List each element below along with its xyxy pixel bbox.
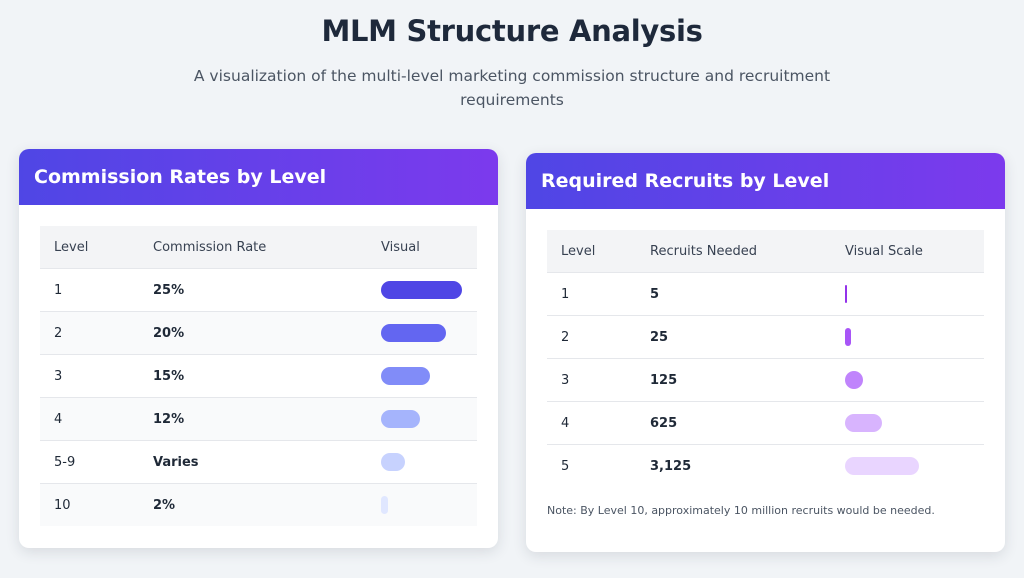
header-visual-scale: Visual Scale: [845, 243, 923, 259]
level-cell: 2: [561, 329, 570, 345]
table-row: 3 15%: [40, 354, 477, 397]
level-cell: 10: [54, 497, 71, 513]
table-row: 4 625: [547, 401, 984, 444]
page-title: MLM Structure Analysis: [321, 14, 703, 48]
table-row: 10 2%: [40, 483, 477, 526]
table-header: Level Commission Rate Visual: [40, 226, 477, 268]
recruits-needed-cell: 3,125: [650, 458, 692, 474]
commission-visual-bar: [381, 367, 430, 385]
recruits-table: Level Recruits Needed Visual Scale 1 5 2 25…: [547, 230, 984, 487]
commission-rate-cell: 15%: [153, 368, 185, 384]
commission-rate-cell: 2%: [153, 497, 176, 513]
table-row: 2 20%: [40, 311, 477, 354]
recruits-note: Note: By Level 10, approximately 10 mill…: [547, 504, 935, 517]
header-commission-rate: Commission Rate: [153, 239, 267, 255]
commission-visual-bar: [381, 324, 446, 342]
header-level: Level: [561, 243, 596, 259]
level-cell: 5: [561, 458, 570, 474]
header-recruits-needed: Recruits Needed: [650, 243, 758, 259]
commission-visual-bar: [381, 281, 462, 299]
commission-visual-bar: [381, 496, 388, 514]
level-cell: 1: [54, 282, 63, 298]
recruits-needed-cell: 125: [650, 372, 678, 388]
table-row: 5-9 Varies: [40, 440, 477, 483]
table-row: 5 3,125: [547, 444, 984, 487]
recruits-visual-scale: [845, 457, 919, 475]
recruits-needed-cell: 25: [650, 329, 669, 345]
table-row: 1 25%: [40, 268, 477, 311]
level-cell: 4: [54, 411, 63, 427]
level-cell: 1: [561, 286, 570, 302]
commission-rates-card: Commission Rates by Level Level Commissi…: [19, 149, 498, 548]
commission-visual-bar: [381, 453, 405, 471]
recruits-visual-scale: [845, 328, 851, 346]
header-level: Level: [54, 239, 89, 255]
recruits-needed-cell: 5: [650, 286, 660, 302]
level-cell: 3: [54, 368, 63, 384]
table-header: Level Recruits Needed Visual Scale: [547, 230, 984, 272]
page-subtitle: A visualization of the multi-level marke…: [193, 67, 831, 109]
recruits-visual-scale: [845, 371, 863, 389]
header-visual: Visual: [381, 239, 420, 255]
level-cell: 5-9: [54, 454, 76, 470]
table-row: 2 25: [547, 315, 984, 358]
table-row: 4 12%: [40, 397, 477, 440]
table-row: 3 125: [547, 358, 984, 401]
commission-rate-cell: 12%: [153, 411, 185, 427]
recruits-card-title: Required Recruits by Level: [526, 153, 1005, 209]
level-cell: 3: [561, 372, 570, 388]
commission-rate-cell: Varies: [153, 454, 199, 470]
recruits-needed-cell: 625: [650, 415, 678, 431]
commission-visual-bar: [381, 410, 420, 428]
commission-rate-cell: 20%: [153, 325, 185, 341]
recruits-visual-scale: [845, 285, 847, 303]
level-cell: 2: [54, 325, 63, 341]
required-recruits-card: Required Recruits by Level Level Recruit…: [526, 153, 1005, 552]
commission-card-title: Commission Rates by Level: [19, 149, 498, 205]
recruits-visual-scale: [845, 414, 882, 432]
commission-table: Level Commission Rate Visual 1 25% 2 20% 3 15…: [40, 226, 477, 526]
level-cell: 4: [561, 415, 570, 431]
commission-rate-cell: 25%: [153, 282, 185, 298]
